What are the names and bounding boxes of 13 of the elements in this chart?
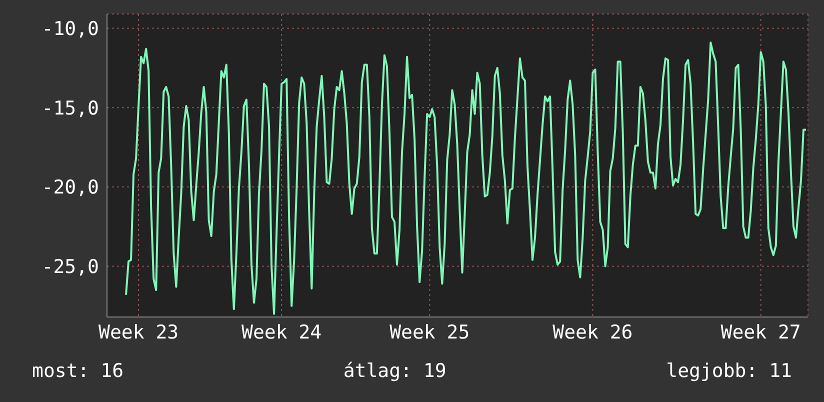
x-tick-label: Week 27	[720, 321, 801, 344]
y-tick-label: -10,0	[42, 18, 99, 40]
y-tick-label: -20,0	[42, 176, 99, 199]
x-tick-label: Week 26	[552, 321, 633, 344]
text: legjobb: 11	[666, 360, 792, 382]
text: most: 16	[32, 360, 124, 382]
x-tick-label: Week 23	[98, 321, 179, 344]
line-series	[125, 42, 807, 315]
y-tick-label: -15,0	[42, 97, 99, 120]
x-tick-label: Week 24	[242, 321, 322, 344]
x-tick-label: Week 25	[390, 321, 470, 344]
y-tick-label: -25,0	[42, 256, 99, 278]
text: átlag: 19	[343, 360, 446, 382]
